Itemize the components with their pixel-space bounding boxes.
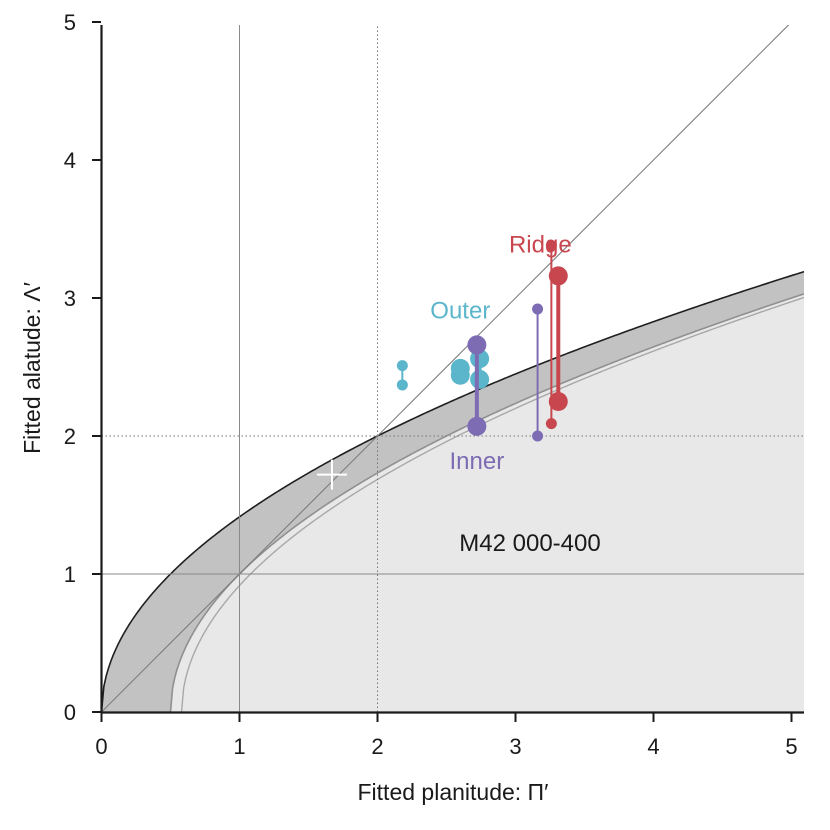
series-label-inner: Inner [450,448,505,475]
y-tick-label-4: 4 [64,148,76,173]
x-tick-label-3: 3 [509,734,521,759]
y-tick-label-2: 2 [64,424,76,449]
x-axis-label: Fitted planitude: Π′ [358,779,549,805]
x-ticks: 0 1 2 3 4 5 [95,713,798,759]
inner-point-low-1 [467,416,487,436]
y-axis-label: Fitted alatude: Λ′ [19,282,45,454]
outer-point-low-0 [396,379,408,391]
lower-boundary-curve-outer [169,293,804,713]
ridge-point-low-1 [548,392,568,411]
x-tick-label-4: 4 [647,734,659,759]
inner-point-low-0 [532,430,544,442]
x-tick-label-2: 2 [371,734,383,759]
x-tick-label-5: 5 [785,734,797,759]
series-label-ridge: Ridge [509,231,572,258]
y-tick-label-1: 1 [64,562,76,587]
inner-point-high-0 [532,303,544,315]
annotation-label: M42 000-400 [459,530,600,557]
identity-line [102,25,790,713]
outer-point-low-2 [470,369,490,389]
y-tick-label-0: 0 [64,700,76,725]
series-layer [396,240,568,442]
ridge-point-low-0 [545,418,557,430]
y-ticks: 0 1 2 3 4 5 [64,10,101,725]
series-labels: Outer Inner Ridge [430,231,571,475]
outer-point-high-0 [396,360,408,372]
upper-boundary-curve [102,270,804,713]
cross-marker [316,459,347,490]
outer-point-high-1 [450,358,470,378]
feasible-region [170,293,804,712]
inner-point-high-1 [467,335,487,355]
ridge-point-high-1 [548,266,568,286]
x-tick-label-0: 0 [95,734,107,759]
y-tick-label-5: 5 [64,10,76,35]
lower-boundary-curve-inner [180,296,804,713]
series-label-outer: Outer [430,298,490,325]
x-tick-label-1: 1 [233,734,245,759]
ridge-point-high-0 [545,240,557,252]
y-tick-label-3: 3 [64,286,76,311]
